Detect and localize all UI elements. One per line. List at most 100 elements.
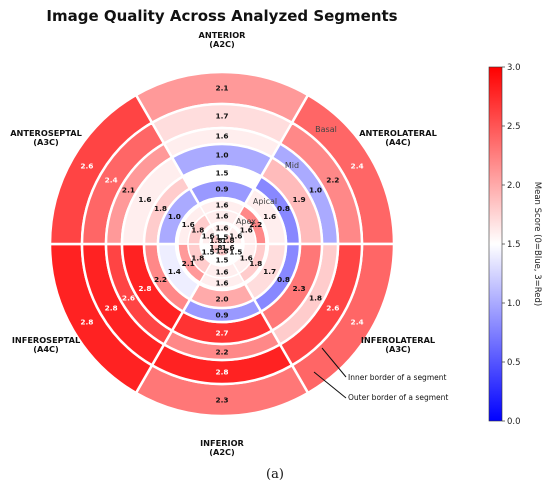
- segment-outer-value: 2.2: [154, 275, 167, 284]
- wall-view-label: (A2C): [209, 447, 235, 457]
- segment-outer-value: 1.6: [229, 232, 242, 241]
- segment-outer-value: 1.5: [202, 248, 215, 257]
- segment-outer-value: 1.6: [215, 224, 228, 233]
- segment-inner-value: 2.0: [215, 295, 228, 304]
- segment-inner-value: 1.7: [215, 112, 228, 121]
- wall-view-label: (A3C): [385, 344, 411, 354]
- segment-outer-value: 1.8: [154, 204, 167, 213]
- colorbar-tick-label: 1.0: [507, 299, 521, 309]
- segment-inner-value: 1.8: [191, 226, 204, 235]
- segment-outer-value: 2.1: [215, 84, 228, 93]
- segment-inner-value: 1.8: [209, 243, 222, 252]
- segment-outer-value: 1.6: [215, 201, 228, 210]
- wall-view-label: (A2C): [209, 39, 235, 49]
- segment-inner-value: 2.8: [105, 304, 118, 313]
- annotation-arrow: [321, 347, 347, 378]
- segment-outer-value: 0.9: [215, 311, 228, 320]
- colorbar-tick-label: 0.0: [507, 417, 521, 427]
- annotation-text: Inner border of a segment: [348, 373, 446, 382]
- segment-outer-value: 1.5: [215, 169, 228, 178]
- wall-view-label: (A4C): [33, 344, 59, 354]
- segment-inner-value: 1.8: [191, 254, 204, 263]
- segment-inner-value: 1.6: [240, 254, 253, 263]
- segment-inner-value: 1.6: [240, 226, 253, 235]
- wall-label: ANTEROLATERAL: [359, 128, 437, 138]
- wall-view-label: (A3C): [33, 137, 59, 147]
- annotation-text: Outer border of a segment: [348, 393, 448, 402]
- segment-outer-value: 2.6: [122, 294, 135, 303]
- segment-inner-band: [187, 213, 213, 245]
- colorbar-tick-label: 3.0: [507, 63, 521, 73]
- segment-outer-value: 1.6: [182, 220, 195, 229]
- segment-outer-value: 2.2: [215, 348, 228, 357]
- ring-label: Apical: [253, 197, 277, 206]
- bullseye-rings: [48, 70, 396, 418]
- figure-caption: (a): [266, 467, 284, 482]
- segment-outer-value: 1.5: [229, 248, 242, 257]
- segment-inner-value: 1.9: [293, 195, 306, 204]
- colorbar: 0.0 0.5 1.0 1.5 2.0 2.5 3.0 Mean Score (0=Blue,…: [488, 63, 542, 427]
- colorbar-label: Mean Score (0=Blue, 3=Red): [532, 182, 542, 306]
- wall-labels: ANTERIOR(A2C)ANTEROLATERAL(A4C)INFEROLAT…: [10, 30, 437, 457]
- annotations: Inner border of a segment Outer border of…: [313, 347, 448, 402]
- segment-inner-value: 1.6: [263, 212, 276, 221]
- segment-inner-value: 2.4: [105, 176, 118, 185]
- segment-outer-value: 2.4: [351, 318, 364, 327]
- segment-inner-value: 1.4: [168, 267, 181, 276]
- ring-label: Mid: [285, 161, 299, 170]
- wall-label: INFERIOR: [200, 438, 244, 448]
- segment-inner-value: 1.6: [215, 268, 228, 277]
- wall-label: ANTEROSEPTAL: [10, 128, 82, 138]
- segment-inner-value: 0.9: [215, 185, 228, 194]
- segment-inner-band: [209, 232, 224, 245]
- segment-outer-value: 2.8: [80, 318, 93, 327]
- segment-outer-value: 1.5: [215, 256, 228, 265]
- segment-inner-value: 1.6: [138, 195, 151, 204]
- segment-outer-value: 1.0: [309, 186, 322, 195]
- segment-outer-value: 1.6: [215, 279, 228, 288]
- segment-inner-value: 1.7: [263, 267, 276, 276]
- colorbar-tick-label: 2.5: [507, 122, 521, 132]
- segment-outer-value: 2.6: [80, 162, 93, 171]
- segment-inner-value: 2.3: [293, 284, 306, 293]
- segment-outer-value: 1.8: [309, 294, 322, 303]
- wall-label: INFEROSEPTAL: [12, 335, 80, 345]
- annotation-arrow: [313, 371, 347, 399]
- bullseye-labels: 2.11.72.42.22.42.62.32.82.82.82.62.41.61…: [80, 84, 363, 405]
- segment-outer-value: 2.3: [215, 396, 228, 405]
- segment-inner-value: 2.2: [326, 176, 339, 185]
- segment-outer-value: 2.2: [249, 220, 262, 229]
- segment-outer-value: 2.4: [351, 162, 364, 171]
- segment-inner-value: 1.8: [215, 247, 228, 256]
- ring-label: Basal: [315, 125, 337, 134]
- segment-inner-value: 1.5: [215, 233, 228, 242]
- segment-inner-value: 1.6: [222, 243, 235, 252]
- segment-inner-value: 2.7: [215, 329, 228, 338]
- segment-inner-value: 1.0: [215, 151, 228, 160]
- wall-label: INFEROLATERAL: [361, 335, 435, 345]
- segment-outer-value: 0.8: [277, 204, 290, 213]
- segment-inner-value: 1.8: [222, 236, 235, 245]
- wall-label: ANTERIOR: [199, 30, 247, 40]
- segment-inner-value: 1.8: [209, 236, 222, 245]
- segment-outer-value: 1.6: [215, 132, 228, 141]
- segment-inner-band: [156, 186, 201, 246]
- segment-inner-value: 2.6: [326, 304, 339, 313]
- ring-label: Apex: [236, 217, 256, 226]
- colorbar-tick-label: 2.0: [507, 181, 521, 191]
- segment-inner-value: 2.8: [215, 368, 228, 377]
- segment-outer-value: 1.6: [202, 232, 215, 241]
- colorbar-gradient: [488, 66, 503, 422]
- segment-outer-value: 2.1: [122, 186, 135, 195]
- chart-title: Image Quality Across Analyzed Segments: [46, 7, 397, 25]
- segment-outer-value: 2.1: [182, 259, 195, 268]
- colorbar-tick-label: 1.5: [507, 240, 521, 250]
- segment-inner-value: 1.0: [168, 212, 181, 221]
- segment-inner-value: 1.6: [215, 212, 228, 221]
- segment-outer-value: 1.8: [249, 259, 262, 268]
- segment-inner-value: 2.8: [138, 284, 151, 293]
- segment-outer-value: 0.8: [277, 275, 290, 284]
- wall-view-label: (A4C): [385, 137, 411, 147]
- colorbar-tick-label: 0.5: [507, 358, 521, 368]
